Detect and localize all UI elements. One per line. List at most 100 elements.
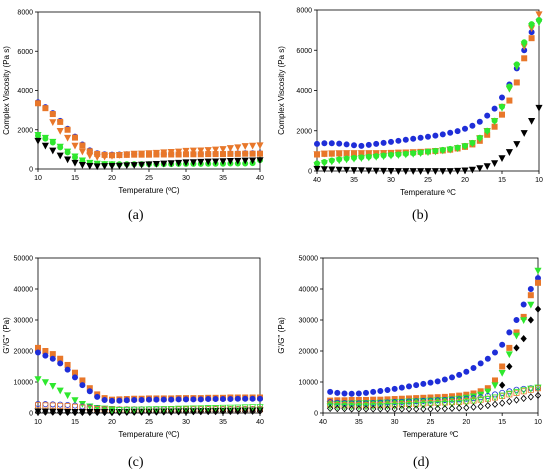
data-point <box>205 396 212 403</box>
data-point <box>138 406 146 414</box>
data-point <box>256 407 264 415</box>
data-point <box>476 118 483 125</box>
data-point <box>64 156 72 164</box>
data-point <box>468 166 476 174</box>
data-point <box>405 402 413 410</box>
data-point <box>520 387 528 395</box>
data-point <box>145 150 153 157</box>
data-point <box>398 405 405 413</box>
y-tick-label: 40000 <box>299 287 319 294</box>
data-point <box>108 408 116 416</box>
data-point <box>320 150 328 158</box>
data-point <box>394 152 402 159</box>
data-point <box>167 405 175 413</box>
data-point <box>357 155 365 162</box>
data-point <box>372 167 380 175</box>
data-point <box>350 155 358 163</box>
x-tick-label: 10 <box>34 419 42 426</box>
x-tick-label: 40 <box>256 175 264 182</box>
data-point <box>249 407 256 415</box>
data-point <box>242 150 249 157</box>
data-point <box>477 397 485 405</box>
data-point <box>476 135 484 143</box>
data-point <box>513 396 520 404</box>
data-point <box>71 397 79 405</box>
data-point <box>462 399 470 407</box>
data-point <box>160 149 168 157</box>
data-point <box>409 168 417 175</box>
data-point <box>477 402 484 411</box>
data-point <box>468 140 476 148</box>
data-point <box>365 167 373 175</box>
data-point <box>454 128 461 135</box>
data-point <box>241 143 249 150</box>
y-axis-label: G'/G'' (Pa) <box>2 317 11 354</box>
x-tick-label: 40 <box>313 177 321 184</box>
data-point <box>470 365 477 372</box>
caption-d: (d) <box>413 455 430 470</box>
data-point <box>484 355 491 362</box>
data-point <box>197 408 204 416</box>
data-point <box>441 405 448 413</box>
data-point <box>391 385 398 392</box>
data-point <box>242 395 249 402</box>
data-point <box>101 396 108 403</box>
data-point <box>123 397 130 404</box>
data-point <box>227 150 234 157</box>
y-tick-label: 8000 <box>296 8 312 15</box>
data-point <box>461 143 469 151</box>
data-point <box>64 134 72 142</box>
data-point <box>175 159 183 167</box>
x-tick-label: 25 <box>424 177 432 184</box>
data-point <box>441 400 449 408</box>
data-point <box>160 160 168 168</box>
data-point <box>373 140 380 147</box>
data-point <box>167 149 175 156</box>
data-point <box>249 150 256 157</box>
data-point <box>362 405 370 413</box>
data-point <box>434 401 442 409</box>
chart-panel-a: 10 15 20 25 30 35 40 0 2000 4000 6000 8000 Temperatu… <box>2 10 264 196</box>
y-tick-label: 40000 <box>14 287 34 294</box>
data-point <box>343 156 351 164</box>
y-tick-label: 0 <box>29 411 33 418</box>
data-point <box>138 150 146 158</box>
data-point <box>520 317 528 325</box>
data-point <box>484 112 491 119</box>
data-point <box>446 146 454 154</box>
data-point <box>506 362 513 371</box>
data-point <box>420 380 427 387</box>
data-point <box>189 147 197 155</box>
x-tick-label: 10 <box>535 177 543 184</box>
data-point <box>320 166 328 174</box>
data-point <box>34 137 42 145</box>
data-point <box>49 383 57 390</box>
data-point <box>469 393 478 401</box>
data-point <box>219 407 227 416</box>
data-point <box>86 152 94 160</box>
data-point <box>313 151 321 158</box>
data-point <box>369 403 377 411</box>
data-points <box>326 267 542 413</box>
y-tick-label: 6000 <box>296 48 312 55</box>
data-point <box>528 35 535 42</box>
x-tick-label: 15 <box>71 419 79 426</box>
data-point <box>115 407 123 414</box>
data-point <box>469 122 476 129</box>
data-point <box>116 408 123 416</box>
data-point <box>380 167 388 175</box>
data-point <box>402 136 409 143</box>
data-point <box>384 387 391 394</box>
data-point <box>42 105 49 112</box>
data-point <box>527 385 535 393</box>
data-point <box>498 94 505 101</box>
data-point <box>391 405 398 413</box>
data-point <box>387 152 395 160</box>
data-point <box>49 355 56 362</box>
data-point <box>49 408 56 416</box>
x-tick-label: 35 <box>355 419 363 426</box>
data-point <box>145 406 153 414</box>
data-point <box>441 376 448 383</box>
data-point <box>446 168 454 175</box>
data-point <box>115 152 123 159</box>
